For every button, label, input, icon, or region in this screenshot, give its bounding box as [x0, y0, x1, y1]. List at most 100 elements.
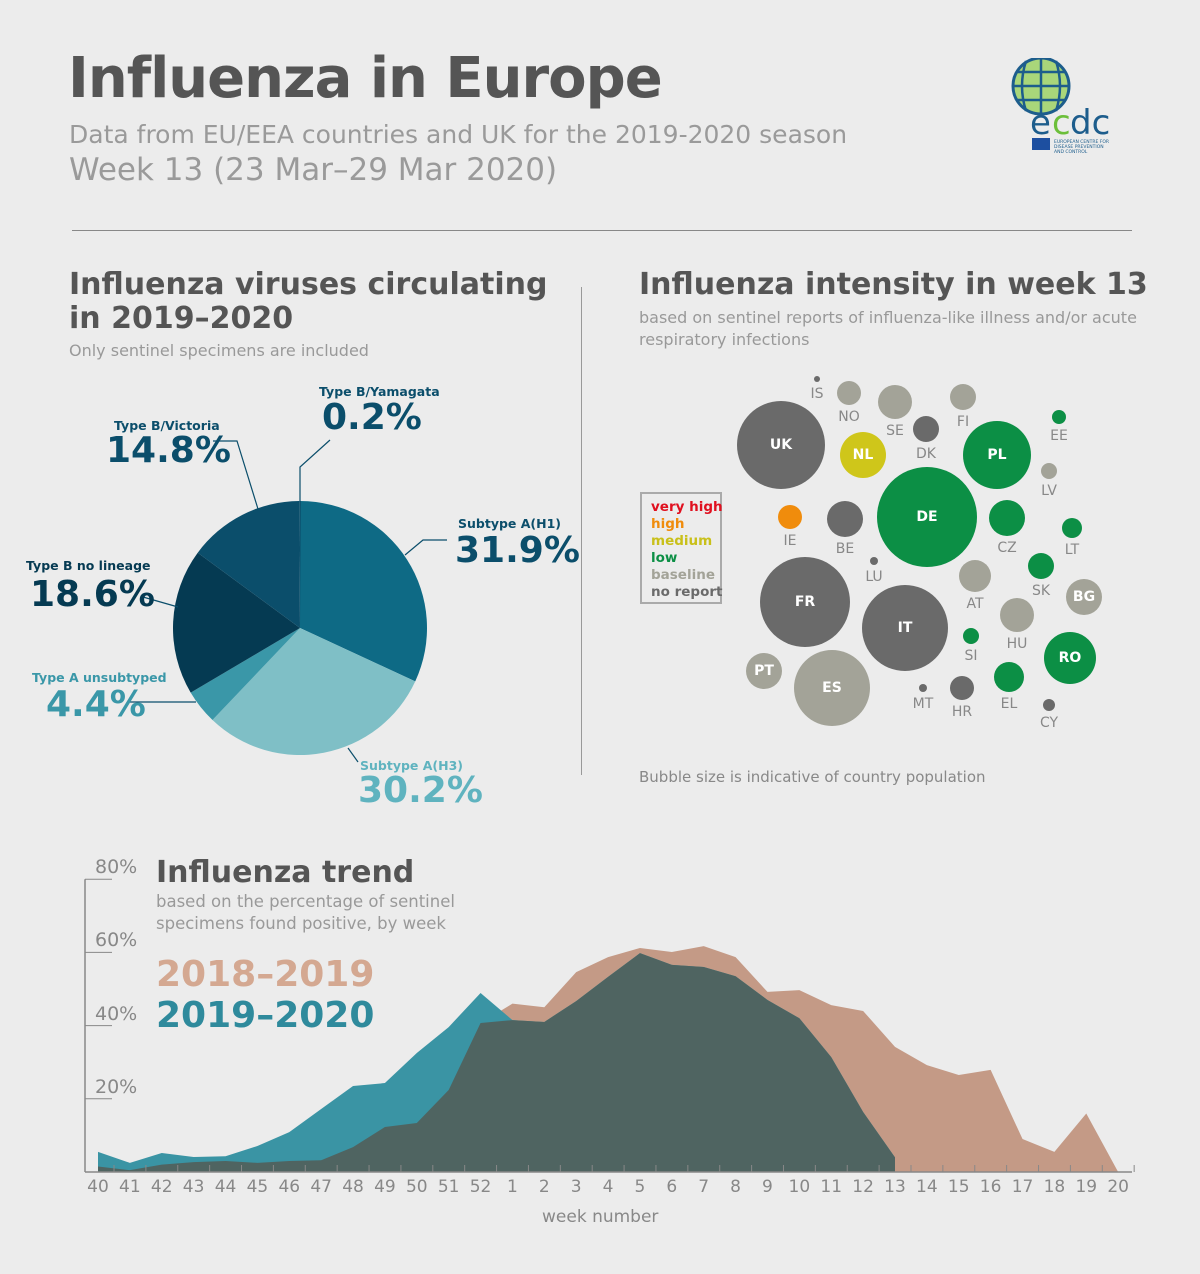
pie-label: Subtype A(H1) — [458, 516, 562, 531]
x-tick-label: 12 — [852, 1177, 874, 1197]
page-title: Influenza in Europe — [68, 46, 663, 111]
x-tick-label: 50 — [405, 1177, 428, 1197]
pie-slice — [300, 501, 427, 682]
country-bubble-fi — [950, 384, 976, 410]
pie-value: 14.8% — [106, 430, 231, 471]
viruses-title-line: in 2019–2020 — [69, 301, 294, 336]
country-bubble-cy — [1043, 699, 1055, 711]
trend-subtitle-line: specimens found positive, by week — [156, 914, 446, 933]
x-tick-label: 15 — [947, 1177, 970, 1197]
globe-icon: e c dc EUROPEAN CENTRE FOR DISEASE PREVE… — [1011, 56, 1110, 155]
country-bubble-it — [862, 585, 948, 671]
country-label: LT — [1064, 542, 1080, 558]
y-tick-label: 40% — [95, 1002, 138, 1025]
country-bubble-hu — [1000, 598, 1034, 632]
country-label: IS — [810, 386, 824, 402]
legend-item: medium — [651, 533, 713, 549]
country-bubble-ie — [778, 505, 802, 529]
x-tick-label: 45 — [246, 1177, 269, 1197]
country-bubble-lu — [870, 557, 878, 565]
viruses-title: Influenza viruses circulating in 2019–20… — [69, 268, 547, 336]
leader-line — [404, 539, 447, 556]
legend-item: low — [651, 550, 678, 566]
x-tick-label: 16 — [979, 1177, 1002, 1197]
x-axis-label: week number — [542, 1207, 659, 1227]
country-label: LU — [865, 569, 883, 585]
week-label: Week 13 (23 Mar–29 Mar 2020) — [69, 152, 558, 188]
pie-label: Type B/Yamagata — [319, 384, 440, 399]
country-bubble-hr — [950, 676, 974, 700]
country-label: DE — [916, 509, 938, 525]
country-label: BE — [835, 541, 855, 557]
pie-slice — [212, 628, 416, 755]
country-bubble-mt — [919, 684, 927, 692]
y-tick-label: 60% — [95, 929, 138, 952]
y-tick-label: 80% — [95, 856, 138, 879]
country-label: PT — [754, 663, 774, 679]
x-tick-label: 10 — [788, 1177, 811, 1197]
country-label: NL — [852, 447, 874, 463]
x-tick-label: 17 — [1011, 1177, 1034, 1197]
country-label: HR — [951, 704, 973, 720]
country-label: CY — [1039, 715, 1059, 731]
x-tick-label: 13 — [884, 1177, 906, 1197]
country-label: BG — [1072, 589, 1096, 605]
pie-label: Type B no lineage — [26, 558, 151, 573]
divider — [72, 230, 1132, 231]
country-label: DK — [916, 446, 936, 462]
x-tick-label: 2 — [538, 1177, 550, 1197]
pie-slice — [190, 628, 300, 721]
intensity-subtitle: based on sentinel reports of influenza-l… — [639, 307, 1137, 351]
country-label: LV — [1041, 483, 1057, 499]
pie-slice — [299, 501, 301, 628]
svg-text:DISEASE PREVENTION: DISEASE PREVENTION — [1054, 144, 1104, 150]
legend-item: high — [651, 516, 685, 532]
country-label: RO — [1058, 650, 1082, 666]
x-tick-label: 20 — [1107, 1177, 1129, 1197]
trend-subtitle: based on the percentage of sentinel spec… — [156, 891, 455, 935]
legend-item: no report — [651, 584, 723, 600]
x-tick-label: 8 — [730, 1177, 742, 1197]
country-bubble-lv — [1041, 463, 1057, 479]
country-label: FI — [956, 414, 970, 430]
x-tick-label: 6 — [666, 1177, 678, 1197]
viruses-title-line: Influenza viruses circulating — [69, 267, 548, 302]
pie-value: 31.9% — [455, 530, 580, 571]
pie-label: Subtype A(H3) — [360, 758, 464, 773]
svg-text:c: c — [1052, 103, 1071, 143]
country-bubble-ee — [1052, 410, 1066, 424]
x-tick-label: 5 — [634, 1177, 646, 1197]
x-tick-label: 42 — [150, 1177, 173, 1197]
country-bubble-fr — [760, 557, 850, 647]
x-tick-label: 11 — [820, 1177, 843, 1197]
pie-value: 18.6% — [30, 574, 155, 615]
country-bubble-pl — [963, 421, 1031, 489]
x-tick-label: 48 — [342, 1177, 364, 1197]
country-bubble-el — [994, 662, 1024, 692]
country-bubble-es — [794, 650, 870, 726]
country-bubble-cz — [989, 500, 1025, 536]
intensity-legend: very high high medium low baseline no report — [640, 492, 723, 604]
country-bubble-be — [827, 501, 863, 537]
x-tick-label: 4 — [602, 1177, 614, 1197]
intensity-title: Influenza intensity in week 13 — [639, 267, 1148, 302]
x-tick-label: 46 — [278, 1177, 301, 1197]
x-tick-label: 18 — [1043, 1177, 1066, 1197]
pie-label: Type A unsubtyped — [32, 670, 167, 685]
country-bubble-de — [877, 467, 977, 567]
trend-chart — [84, 878, 1135, 1173]
country-bubble-se — [878, 385, 912, 419]
pie-label: Type B/Victoria — [114, 418, 220, 433]
country-bubble-at — [959, 560, 991, 592]
leader-line — [347, 747, 359, 763]
x-tick-label: 41 — [119, 1177, 141, 1197]
trend-subtitle-line: based on the percentage of sentinel — [156, 892, 455, 911]
country-bubble-uk — [737, 401, 825, 489]
x-tick-label: 40 — [87, 1177, 109, 1197]
country-label: AT — [966, 596, 984, 612]
svg-text:e: e — [1030, 103, 1051, 143]
x-tick-label: 43 — [182, 1177, 205, 1197]
svg-text:dc: dc — [1070, 103, 1110, 143]
country-bubble-nl — [840, 432, 886, 478]
